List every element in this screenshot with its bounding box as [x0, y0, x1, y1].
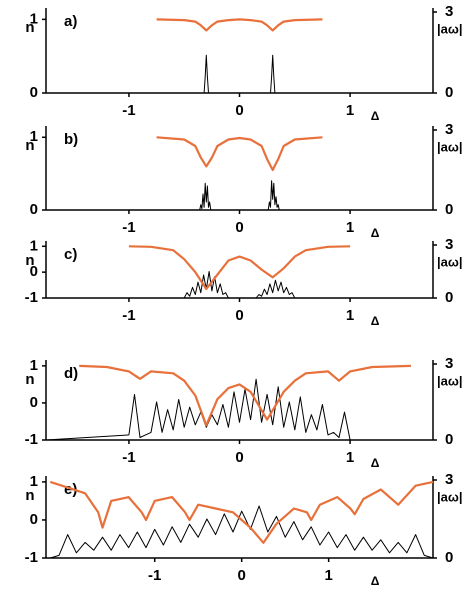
y2-tick-label: 3 — [445, 121, 453, 138]
x-tick-label: 0 — [238, 567, 246, 584]
y2-axis-label: |aω| — [437, 139, 463, 154]
y-tick-label: 1 — [30, 10, 38, 27]
y-axis-label: n — [25, 252, 34, 269]
x-tick-label: 1 — [346, 307, 354, 324]
panel-label: b) — [64, 131, 78, 148]
y-tick-label: -1 — [25, 431, 38, 448]
x-tick-label: -1 — [148, 567, 161, 584]
y2-tick-label: 3 — [445, 471, 453, 488]
panel-label: c) — [64, 246, 77, 263]
x-tick-label: 0 — [235, 307, 243, 324]
y-tick-label: 0 — [30, 201, 38, 218]
x-tick-label: 0 — [235, 449, 243, 466]
panel-label: d) — [64, 365, 78, 382]
x-axis-label: Δ — [371, 574, 380, 588]
n-line — [156, 18, 323, 32]
spectrum-line — [46, 180, 433, 211]
y2-tick-label: 0 — [445, 431, 453, 448]
y-tick-label: 0 — [30, 394, 38, 411]
x-axis-label: Δ — [371, 109, 380, 123]
x-axis-label: Δ — [371, 456, 380, 470]
y-tick-label: 0 — [30, 511, 38, 528]
y2-tick-label: 0 — [445, 289, 453, 306]
y-tick-label: 1 — [30, 237, 38, 254]
y-tick-label: 1 — [30, 357, 38, 374]
y-tick-label: 0 — [30, 84, 38, 101]
y2-tick-label: 3 — [445, 355, 453, 372]
x-tick-label: 1 — [324, 567, 332, 584]
y-axis-label: n — [25, 137, 34, 154]
n-line — [156, 136, 323, 172]
spectrum-line — [46, 271, 433, 299]
y2-axis-label: |aω| — [437, 254, 463, 269]
spectrum-line — [50, 505, 434, 559]
y-tick-label: -1 — [25, 549, 38, 566]
y-axis-label: n — [25, 487, 34, 504]
spectrum-line — [46, 54, 433, 94]
x-tick-label: 0 — [235, 102, 243, 119]
y2-tick-label: 3 — [445, 3, 453, 20]
y-tick-label: -1 — [25, 289, 38, 306]
x-axis-label: Δ — [371, 314, 380, 328]
y2-tick-label: 0 — [445, 84, 453, 101]
y-tick-label: 0 — [30, 263, 38, 280]
y-axis-label: n — [25, 371, 34, 388]
y2-tick-label: 0 — [445, 549, 453, 566]
x-tick-label: -1 — [122, 219, 135, 236]
x-tick-label: 1 — [346, 449, 354, 466]
y-tick-label: 1 — [30, 473, 38, 490]
y2-tick-label: 3 — [445, 236, 453, 253]
x-tick-label: -1 — [122, 307, 135, 324]
y2-axis-label: |aω| — [437, 489, 463, 504]
y2-axis-label: |aω| — [437, 373, 463, 388]
y2-tick-label: 0 — [445, 201, 453, 218]
x-axis-label: Δ — [371, 226, 380, 240]
y-axis-label: n — [25, 19, 34, 36]
y2-axis-label: |aω| — [437, 21, 463, 36]
x-tick-label: -1 — [122, 449, 135, 466]
spectrum-line — [45, 378, 433, 441]
panel-label: a) — [64, 13, 77, 30]
y-tick-label: 1 — [30, 128, 38, 145]
x-tick-label: 1 — [346, 219, 354, 236]
n-line — [49, 480, 434, 544]
x-tick-label: -1 — [122, 102, 135, 119]
n-line — [79, 364, 411, 427]
n-line — [128, 245, 351, 291]
x-tick-label: 1 — [346, 102, 354, 119]
x-tick-label: 0 — [235, 219, 243, 236]
